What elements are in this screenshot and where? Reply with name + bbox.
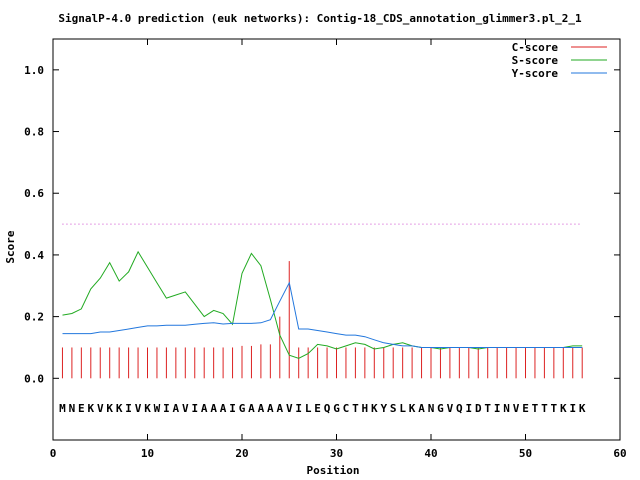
- y-tick-label: 0.0: [24, 372, 44, 385]
- sequence-residue: V: [182, 402, 189, 415]
- x-tick-label: 40: [424, 447, 437, 460]
- sequence-residue: N: [503, 402, 510, 415]
- y-tick-label: 1.0: [24, 64, 44, 77]
- y-tick-label: 0.4: [24, 249, 44, 262]
- x-tick-label: 30: [330, 447, 343, 460]
- sequence-residue: V: [286, 402, 293, 415]
- x-tick-label: 60: [613, 447, 626, 460]
- sequence-residue: A: [267, 402, 274, 415]
- sequence-residue: I: [229, 402, 236, 415]
- sequence-residue: G: [239, 402, 246, 415]
- sequence-residue: C: [343, 402, 350, 415]
- sequence-residue: K: [560, 402, 567, 415]
- sequence-residue: K: [371, 402, 378, 415]
- sequence-residue: Y: [380, 402, 387, 415]
- y-tick-label: 0.8: [24, 126, 44, 139]
- sequence-residue: I: [494, 402, 501, 415]
- sequence-residue: M: [59, 402, 66, 415]
- legend-label: S-score: [512, 54, 559, 67]
- sequence-residue: A: [210, 402, 217, 415]
- sequence-residue: T: [532, 402, 539, 415]
- sequence-residue: I: [125, 402, 132, 415]
- legend-label: C-score: [512, 41, 559, 54]
- sequence-residue: I: [163, 402, 170, 415]
- sequence-residue: I: [191, 402, 198, 415]
- sequence-residue: A: [173, 402, 180, 415]
- sequence-residue: V: [447, 402, 454, 415]
- sequence-residue: W: [154, 402, 161, 415]
- sequence-residue: L: [305, 402, 312, 415]
- x-tick-label: 0: [50, 447, 57, 460]
- sequence-residue: S: [390, 402, 397, 415]
- sequence-residue: Q: [324, 402, 331, 415]
- sequence-residue: G: [437, 402, 444, 415]
- sequence-residue: V: [97, 402, 104, 415]
- sequence-residue: I: [465, 402, 472, 415]
- sequence-residue: T: [551, 402, 558, 415]
- sequence-residue: D: [475, 402, 482, 415]
- sequence-residue: Q: [456, 402, 463, 415]
- sequence-residue: G: [333, 402, 340, 415]
- sequence-residue: K: [579, 402, 586, 415]
- chart-title: SignalP-4.0 prediction (euk networks): C…: [58, 12, 582, 25]
- sequence-residue: K: [87, 402, 94, 415]
- y-axis-label: Score: [4, 230, 17, 263]
- sequence-residue: T: [352, 402, 359, 415]
- sequence-residue: K: [116, 402, 123, 415]
- sequence-residue: A: [276, 402, 283, 415]
- sequence-residue: I: [295, 402, 302, 415]
- y-tick-label: 0.6: [24, 187, 44, 200]
- sequence-residue: A: [248, 402, 255, 415]
- plot-frame: [52, 38, 621, 441]
- sequence-residue: L: [399, 402, 406, 415]
- plot-area: 0 10 20 30 40 50 600.00.20.40.60.81.0M N E K V K K I V…: [24, 39, 627, 460]
- y-score-line: [62, 281, 583, 348]
- sequence-residue: K: [144, 402, 151, 415]
- sequence-residue: A: [220, 402, 227, 415]
- sequence-residue: N: [69, 402, 76, 415]
- x-axis-label: Position: [307, 464, 360, 477]
- sequence-residue: E: [314, 402, 321, 415]
- sequence-residue: E: [522, 402, 529, 415]
- sequence-residue: T: [541, 402, 548, 415]
- sequence-residue: K: [409, 402, 416, 415]
- x-tick-label: 10: [141, 447, 154, 460]
- sequence-residue: N: [428, 402, 435, 415]
- sequence-residue: I: [569, 402, 576, 415]
- sequence-residue: V: [135, 402, 142, 415]
- sequence-residue: H: [362, 402, 369, 415]
- sequence-residue: E: [78, 402, 85, 415]
- sequence-residue: V: [513, 402, 520, 415]
- sequence-residue: A: [201, 402, 208, 415]
- sequence-residue: K: [106, 402, 113, 415]
- s-score-line: [62, 250, 583, 359]
- sequence-residue: T: [484, 402, 491, 415]
- sequence-residue: A: [258, 402, 265, 415]
- y-tick-label: 0.2: [24, 311, 44, 324]
- x-tick-label: 20: [235, 447, 248, 460]
- legend-label: Y-score: [512, 67, 559, 80]
- x-tick-label: 50: [519, 447, 532, 460]
- sequence-residue: A: [418, 402, 425, 415]
